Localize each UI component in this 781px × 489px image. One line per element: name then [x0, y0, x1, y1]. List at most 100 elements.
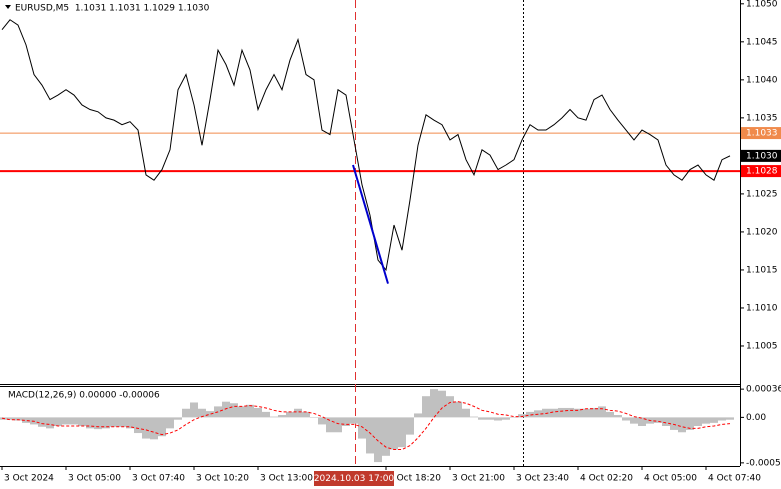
- histogram-bar: [686, 417, 694, 430]
- histogram-bar: [390, 417, 398, 450]
- level-label-box: [741, 165, 781, 178]
- y-tick-label: -0.00058: [746, 458, 781, 468]
- histogram-bar: [558, 407, 566, 418]
- histogram-bar: [166, 417, 174, 429]
- histogram-bar: [86, 417, 94, 429]
- histogram-bar: [270, 416, 278, 418]
- histogram-bar: [278, 415, 286, 418]
- histogram-bar: [46, 417, 54, 429]
- histogram-bar: [142, 417, 150, 439]
- histogram-bar: [310, 417, 318, 418]
- y-tick-label: 1.1025: [746, 189, 778, 199]
- price-line: [1, 19, 731, 272]
- histogram-bar: [110, 417, 118, 427]
- histogram-bar: [126, 417, 134, 429]
- histogram-bar: [702, 417, 710, 424]
- histogram-bar: [246, 404, 254, 418]
- x-tick-label: 3 Oct 10:20: [196, 474, 249, 484]
- histogram-bar: [614, 415, 622, 418]
- signal-line: [1, 401, 731, 451]
- histogram-bar: [430, 389, 438, 418]
- y-tick-label: 1.1035: [746, 113, 778, 123]
- histogram-bar: [398, 417, 406, 448]
- histogram-bar: [38, 417, 46, 427]
- histogram-bar: [606, 411, 614, 418]
- histogram-bar: [222, 401, 230, 418]
- histogram-bar: [118, 417, 126, 427]
- y-tick-label: 1.1020: [746, 227, 778, 237]
- histogram-bar: [630, 417, 638, 424]
- histogram-bar: [422, 396, 430, 418]
- histogram-bar: [678, 417, 686, 433]
- histogram-bar: [262, 411, 270, 418]
- histogram-bar: [438, 390, 446, 418]
- histogram-bar: [518, 414, 526, 418]
- histogram-bar: [598, 406, 606, 418]
- histogram-bar: [374, 417, 382, 463]
- plot-layer: [0, 19, 740, 463]
- level-label-box: [741, 127, 781, 140]
- histogram-bar: [670, 417, 678, 430]
- y-tick-label: 1.1010: [746, 303, 778, 313]
- histogram-bar: [414, 413, 422, 418]
- histogram-bar: [22, 417, 30, 423]
- y-tick-label: 1.1050: [746, 0, 778, 9]
- histogram-bar: [54, 417, 62, 426]
- last-price-label: 1.1030: [746, 151, 778, 161]
- histogram-bar: [134, 417, 142, 434]
- cursor-label-box: [314, 471, 394, 486]
- last-price-box: [741, 149, 781, 162]
- histogram-bar: [302, 411, 310, 418]
- histogram-bar: [694, 417, 702, 426]
- histogram-bar: [662, 417, 670, 426]
- y-tick-label: 0.00: [746, 413, 766, 423]
- histogram-bar: [470, 416, 478, 418]
- histogram-bar: [382, 417, 390, 456]
- histogram-bar: [638, 417, 646, 426]
- histogram-bar: [726, 417, 734, 420]
- histogram-bar: [198, 408, 206, 418]
- histogram-bar: [502, 417, 510, 420]
- x-tick-label: 4 Oct 02:20: [580, 474, 633, 484]
- histogram-bar: [478, 417, 486, 420]
- histogram-bar: [206, 411, 214, 418]
- histogram-bar: [446, 396, 454, 418]
- level-label: 1.1028: [746, 167, 778, 177]
- level-label: 1.1033: [746, 129, 778, 139]
- histogram-bar: [582, 408, 590, 418]
- histogram-bar: [158, 417, 166, 437]
- histogram-bar: [14, 417, 22, 421]
- histogram-bar: [102, 417, 110, 429]
- histogram-bar: [462, 408, 470, 418]
- histogram-bar: [78, 417, 86, 426]
- histogram-bar: [622, 417, 630, 421]
- histogram-bar: [654, 417, 662, 423]
- x-tick-label: 3 Oct 23:40: [516, 474, 569, 484]
- histogram-bar: [238, 406, 246, 418]
- histogram-bar: [294, 408, 302, 418]
- histogram-bar: [326, 417, 334, 433]
- x-tick-label: 3 Oct 18:20: [388, 474, 441, 484]
- histogram-bar: [94, 417, 102, 430]
- x-tick-label: 3 Oct 2024: [4, 474, 54, 484]
- histogram-bar: [150, 417, 158, 440]
- histogram-bar: [342, 417, 350, 426]
- histogram-bar: [334, 417, 342, 433]
- y-tick-label: 1.1005: [746, 341, 778, 351]
- histogram-bar: [254, 407, 262, 418]
- x-tick-label: 3 Oct 05:00: [68, 474, 121, 484]
- histogram-bar: [70, 417, 78, 425]
- histogram-bar: [710, 417, 718, 423]
- x-tick-label: 4 Oct 07:40: [708, 474, 761, 484]
- histogram-bar: [486, 417, 494, 420]
- x-tick-label: 3 Oct 07:40: [132, 474, 185, 484]
- histogram-bar: [358, 417, 366, 439]
- histogram-bar: [566, 407, 574, 418]
- histogram-bar: [182, 408, 190, 418]
- histogram-bar: [318, 417, 326, 425]
- y-tick-label: 1.1045: [746, 37, 778, 47]
- chart-title: EURUSD,M5 1.1031 1.1031 1.1029 1.1030: [15, 4, 210, 14]
- histogram-bar: [454, 401, 462, 418]
- histogram-bar: [406, 417, 414, 435]
